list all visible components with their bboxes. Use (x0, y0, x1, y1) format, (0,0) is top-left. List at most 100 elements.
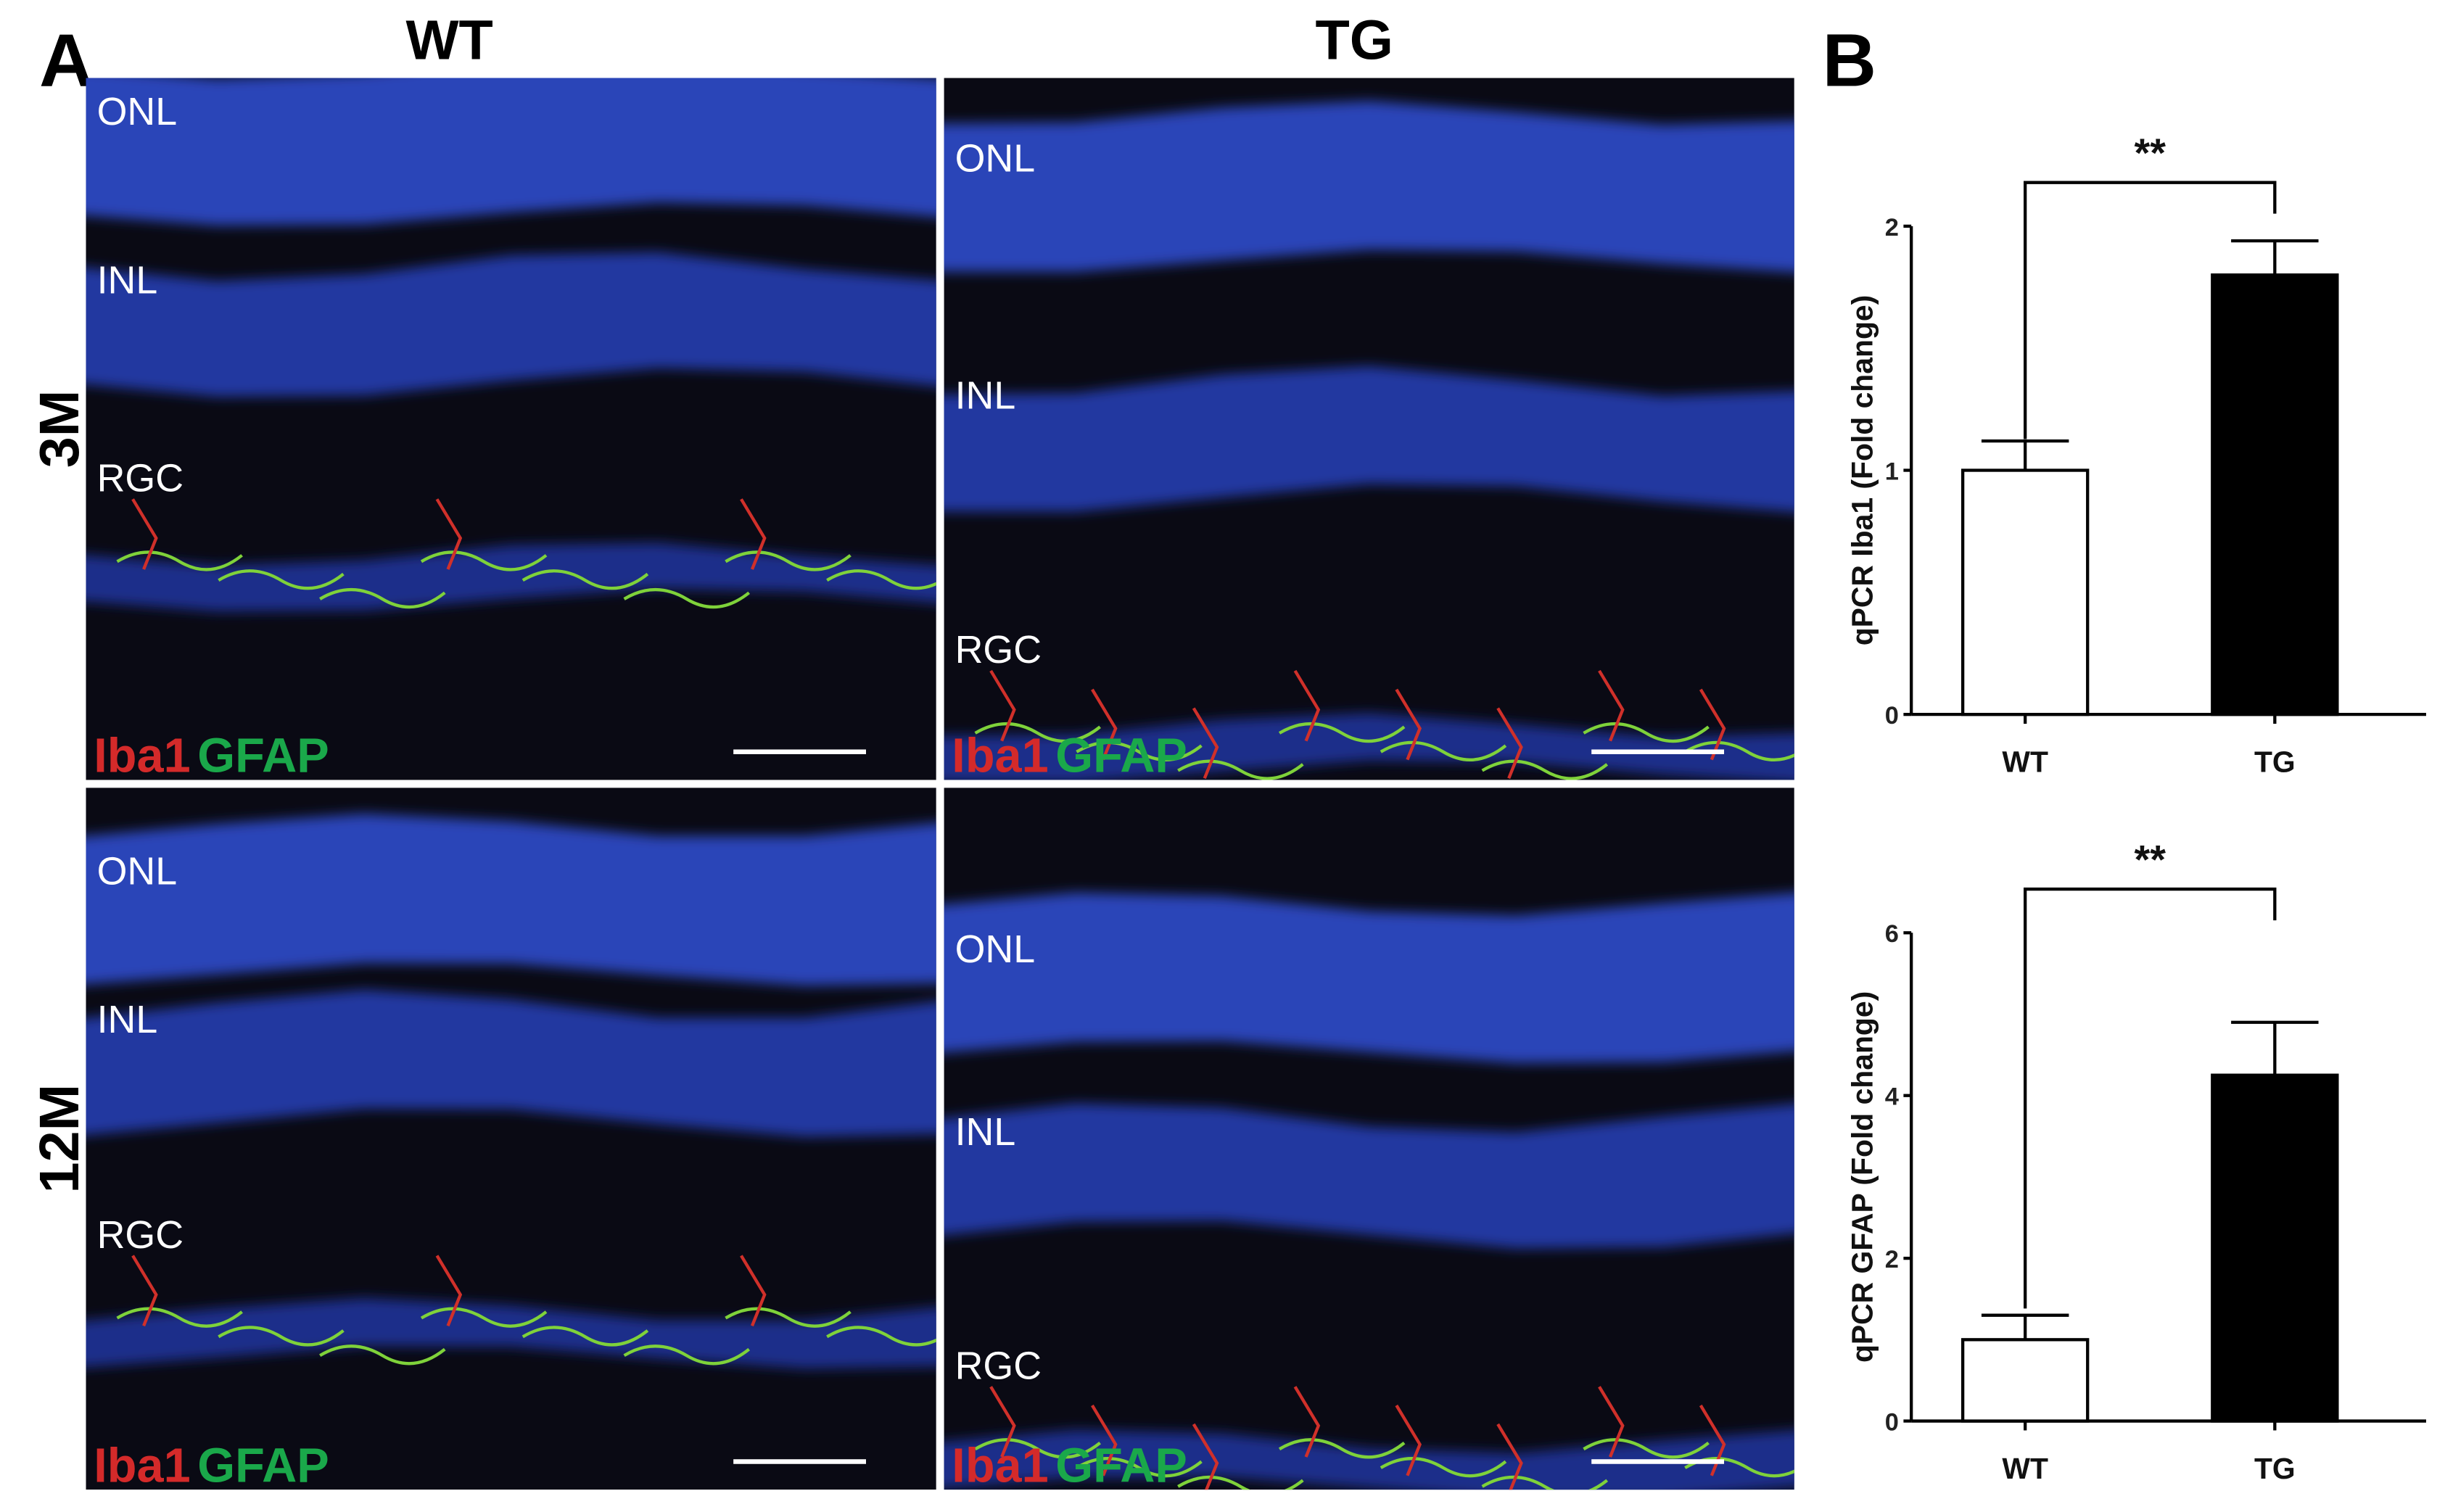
fibers (116, 1255, 936, 1366)
iba1-fiber (435, 498, 463, 570)
nuclei-layers (944, 101, 1794, 780)
nuclei-band (86, 989, 936, 1137)
iba1-fiber (740, 498, 767, 570)
iba1-fiber (1091, 688, 1118, 761)
gfap-fiber (521, 1326, 649, 1347)
iba1-fiber (131, 498, 158, 570)
significance-bracket (2024, 887, 2277, 1309)
bar (2211, 273, 2339, 716)
nuclei-band (86, 542, 936, 612)
nuclei-band (944, 713, 1794, 780)
fibers (974, 669, 1794, 780)
nuclei-band (86, 78, 936, 226)
gfap-fiber (116, 1307, 243, 1328)
fibers (974, 1386, 1794, 1490)
gfap-fiber (826, 1326, 936, 1347)
gfap-fiber (218, 569, 345, 590)
iba1-fiber (1699, 1404, 1726, 1476)
layer-label: ONL (97, 90, 178, 133)
y-tick-label: 2 (1885, 214, 1899, 241)
layer-label: INL (97, 258, 158, 302)
significance-label: ** (2135, 837, 2166, 883)
micrograph-content (944, 788, 1794, 1490)
iba1-fiber (1091, 1404, 1118, 1476)
micrograph: ONL INL RGC Iba1 GFAP (944, 788, 1794, 1492)
gfap-fiber (974, 1438, 1101, 1459)
gfap-fiber (319, 587, 446, 609)
y-tick-label: 1 (1885, 458, 1899, 485)
layer-label: ONL (97, 850, 178, 893)
gfap-fiber (1380, 740, 1507, 761)
micrograph: ONL INL RGC Iba1 GFAP (944, 78, 1794, 783)
gfap-fiber (1583, 1438, 1710, 1459)
nuclei-band (86, 252, 936, 397)
panel-label: B (1823, 18, 1877, 102)
iba1-fiber (1496, 1423, 1523, 1490)
gfap-fiber (725, 1307, 852, 1328)
column-header: WT (406, 9, 493, 72)
panel-label: A (39, 18, 94, 102)
column-header: TG (1316, 9, 1394, 72)
micrograph: ONL INL RGC Iba1 GFAP (86, 788, 936, 1492)
y-tick-label: 0 (1885, 1408, 1899, 1436)
nuclei-layers (86, 78, 936, 612)
gfap-fiber (826, 569, 936, 590)
bar-chart: 0 2 4 6 qPCR GFAP (Fold change) WT TG ** (1845, 837, 2426, 1485)
nuclei-band (944, 101, 1794, 273)
row-header: 3M (28, 390, 91, 468)
gfap-fiber (1177, 1475, 1304, 1490)
stain-label: Iba1 (952, 730, 1048, 783)
x-tick-label: WT (2002, 1452, 2048, 1485)
layer-label: ONL (955, 928, 1036, 971)
stain-label: GFAP (197, 730, 329, 783)
stain-label: GFAP (1055, 1439, 1187, 1492)
gfap-fiber (725, 550, 852, 571)
nuclei-band (944, 365, 1794, 513)
iba1-fiber (989, 669, 1016, 742)
bar-chart: 0 1 2 qPCR Iba1 (Fold change) WT TG ** (1845, 130, 2426, 779)
stain-label: GFAP (1055, 730, 1187, 783)
stain-label: GFAP (197, 1439, 329, 1492)
stain-label: Iba1 (952, 1439, 1048, 1492)
gfap-fiber (623, 587, 751, 609)
stain-label: Iba1 (94, 730, 190, 783)
y-axis-label: qPCR GFAP (Fold change) (1845, 991, 1879, 1363)
gfap-fiber (319, 1344, 446, 1366)
micrograph-content (944, 78, 1794, 780)
iba1-fiber (1395, 688, 1422, 761)
y-tick-label: 2 (1885, 1246, 1899, 1273)
y-axis-label: qPCR Iba1 (Fold change) (1845, 295, 1879, 646)
iba1-fiber (1293, 1386, 1321, 1458)
iba1-fiber (1598, 669, 1625, 742)
iba1-fiber (989, 1386, 1016, 1458)
gfap-fiber (420, 550, 548, 571)
x-tick-label: WT (2002, 745, 2048, 779)
layer-label: ONL (955, 137, 1036, 181)
gfap-fiber (1481, 1475, 1609, 1490)
bar (1960, 1338, 2090, 1423)
iba1-fiber (435, 1255, 463, 1327)
iba1-fiber (1395, 1404, 1422, 1476)
nuclei-band (86, 813, 936, 986)
gfap-fiber (1177, 759, 1304, 780)
nuclei-band (944, 892, 1794, 1064)
gfap-fiber (1278, 1438, 1406, 1459)
gfap-fiber (623, 1344, 751, 1366)
gfap-fiber (1076, 1457, 1203, 1478)
iba1-fiber (1699, 688, 1726, 761)
iba1-fiber (1192, 1423, 1219, 1490)
iba1-fiber (1598, 1386, 1625, 1458)
gfap-fiber (1278, 722, 1406, 743)
layer-label: INL (955, 374, 1016, 418)
nuclei-layers (944, 892, 1794, 1490)
layer-label: RGC (955, 1344, 1042, 1387)
bar (1960, 468, 2090, 716)
layer-label: RGC (97, 1213, 184, 1257)
gfap-fiber (218, 1326, 345, 1347)
micrograph-content (86, 78, 936, 780)
layer-label: INL (97, 998, 158, 1041)
y-tick-label: 6 (1885, 920, 1899, 948)
fibers (116, 498, 936, 609)
micrograph: ONL INL RGC Iba1 GFAP (86, 78, 936, 783)
